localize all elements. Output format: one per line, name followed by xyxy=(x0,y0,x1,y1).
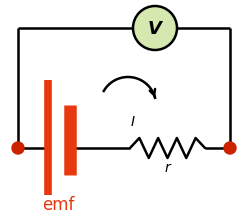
Text: I: I xyxy=(131,115,135,129)
Circle shape xyxy=(12,142,24,154)
Text: V: V xyxy=(148,20,162,38)
Circle shape xyxy=(224,142,236,154)
Text: emf: emf xyxy=(42,196,74,214)
Text: r: r xyxy=(164,161,170,175)
Circle shape xyxy=(133,6,177,50)
